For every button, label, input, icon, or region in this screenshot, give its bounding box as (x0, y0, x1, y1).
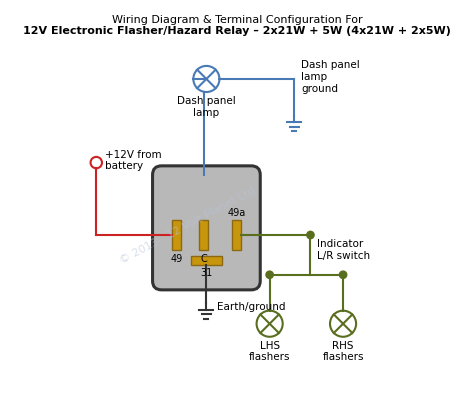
Text: RHS
flashers: RHS flashers (322, 341, 364, 362)
Circle shape (339, 271, 346, 279)
FancyBboxPatch shape (191, 256, 222, 264)
Circle shape (266, 271, 273, 279)
Text: © 2013-  12 Volt Planet Ltd: © 2013- 12 Volt Planet Ltd (118, 186, 257, 266)
FancyBboxPatch shape (199, 220, 208, 250)
Text: 49a: 49a (228, 208, 246, 217)
Circle shape (307, 231, 314, 239)
Text: Indicator
L/R switch: Indicator L/R switch (317, 239, 370, 261)
FancyBboxPatch shape (153, 166, 260, 290)
Text: Earth/ground: Earth/ground (217, 303, 285, 313)
Text: Dash panel
lamp
ground: Dash panel lamp ground (301, 60, 360, 93)
Text: +12V from
battery: +12V from battery (105, 150, 162, 171)
Text: 12V Electronic Flasher/Hazard Relay – 2x21W + 5W (4x21W + 2x5W): 12V Electronic Flasher/Hazard Relay – 2x… (23, 26, 451, 36)
Text: Dash panel
lamp: Dash panel lamp (177, 96, 236, 118)
Text: 31: 31 (201, 268, 212, 278)
Text: Wiring Diagram & Terminal Configuration For: Wiring Diagram & Terminal Configuration … (112, 15, 362, 25)
Text: LHS
flashers: LHS flashers (249, 341, 291, 362)
Text: 49: 49 (170, 253, 182, 264)
FancyBboxPatch shape (172, 220, 181, 250)
Text: C: C (200, 253, 207, 264)
FancyBboxPatch shape (232, 220, 241, 250)
